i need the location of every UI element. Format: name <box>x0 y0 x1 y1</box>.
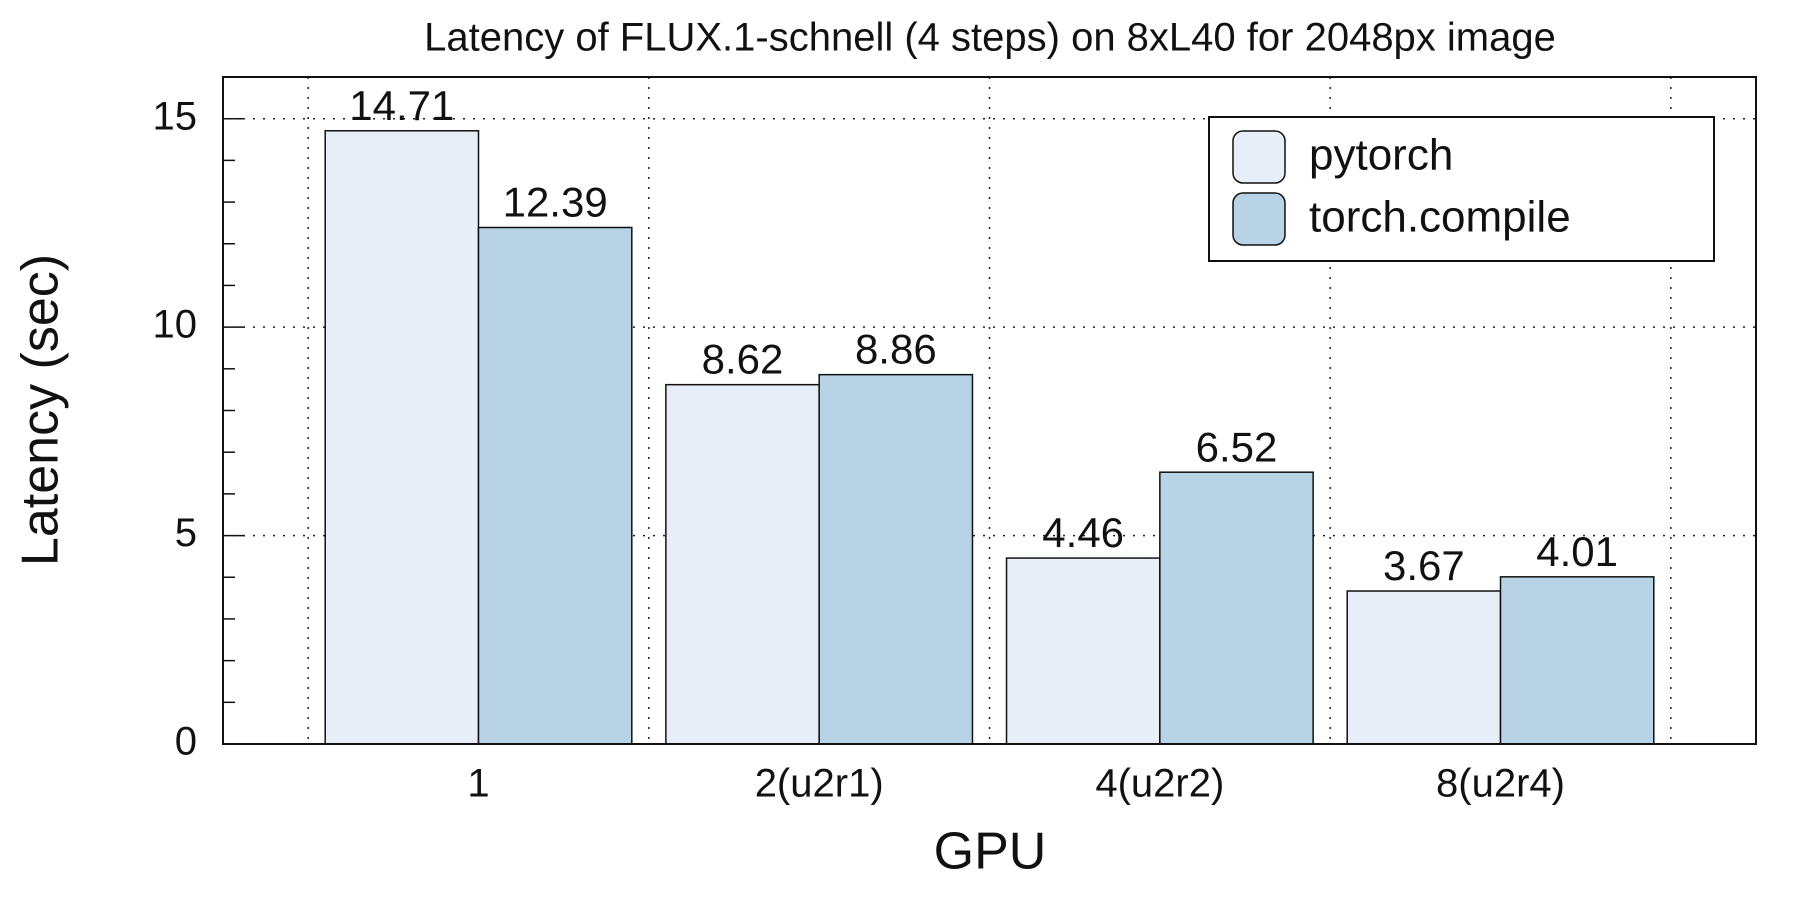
value-label: 4.01 <box>1536 528 1618 575</box>
x-axis-label: GPU <box>934 823 1047 881</box>
bar <box>1159 471 1314 745</box>
legend-swatch <box>1232 130 1286 184</box>
value-label: 6.52 <box>1196 423 1278 470</box>
bar <box>1005 557 1161 745</box>
bar <box>818 373 974 745</box>
legend-label: torch.compile <box>1309 193 1571 242</box>
x-tick-label: 4(u2r2) <box>1095 762 1224 806</box>
value-label: 8.62 <box>702 336 784 383</box>
y-tick-label: 10 <box>153 303 198 347</box>
y-tick-label: 15 <box>153 94 198 138</box>
bar <box>1346 590 1502 745</box>
x-tick-label: 2(u2r1) <box>755 762 884 806</box>
y-tick-label: 0 <box>175 720 197 764</box>
legend-swatch <box>1232 192 1286 246</box>
value-label: 14.71 <box>349 82 454 129</box>
legend-box <box>1208 116 1715 262</box>
value-label: 4.46 <box>1042 509 1124 556</box>
legend-label: pytorch <box>1309 131 1453 180</box>
bar <box>1499 576 1655 745</box>
chart-title: Latency of FLUX.1-schnell (4 steps) on 8… <box>424 16 1556 60</box>
bar <box>665 383 820 745</box>
x-tick-label: 8(u2r4) <box>1436 762 1565 806</box>
y-axis-label: Latency (sec) <box>12 254 70 566</box>
value-label: 12.39 <box>503 179 608 226</box>
value-label: 3.67 <box>1383 542 1465 589</box>
y-tick-label: 5 <box>175 511 197 555</box>
plot-frame <box>222 76 1757 745</box>
value-label: 8.86 <box>855 326 937 373</box>
x-tick-label: 1 <box>467 762 489 806</box>
bar <box>477 226 633 745</box>
bar <box>324 130 480 745</box>
